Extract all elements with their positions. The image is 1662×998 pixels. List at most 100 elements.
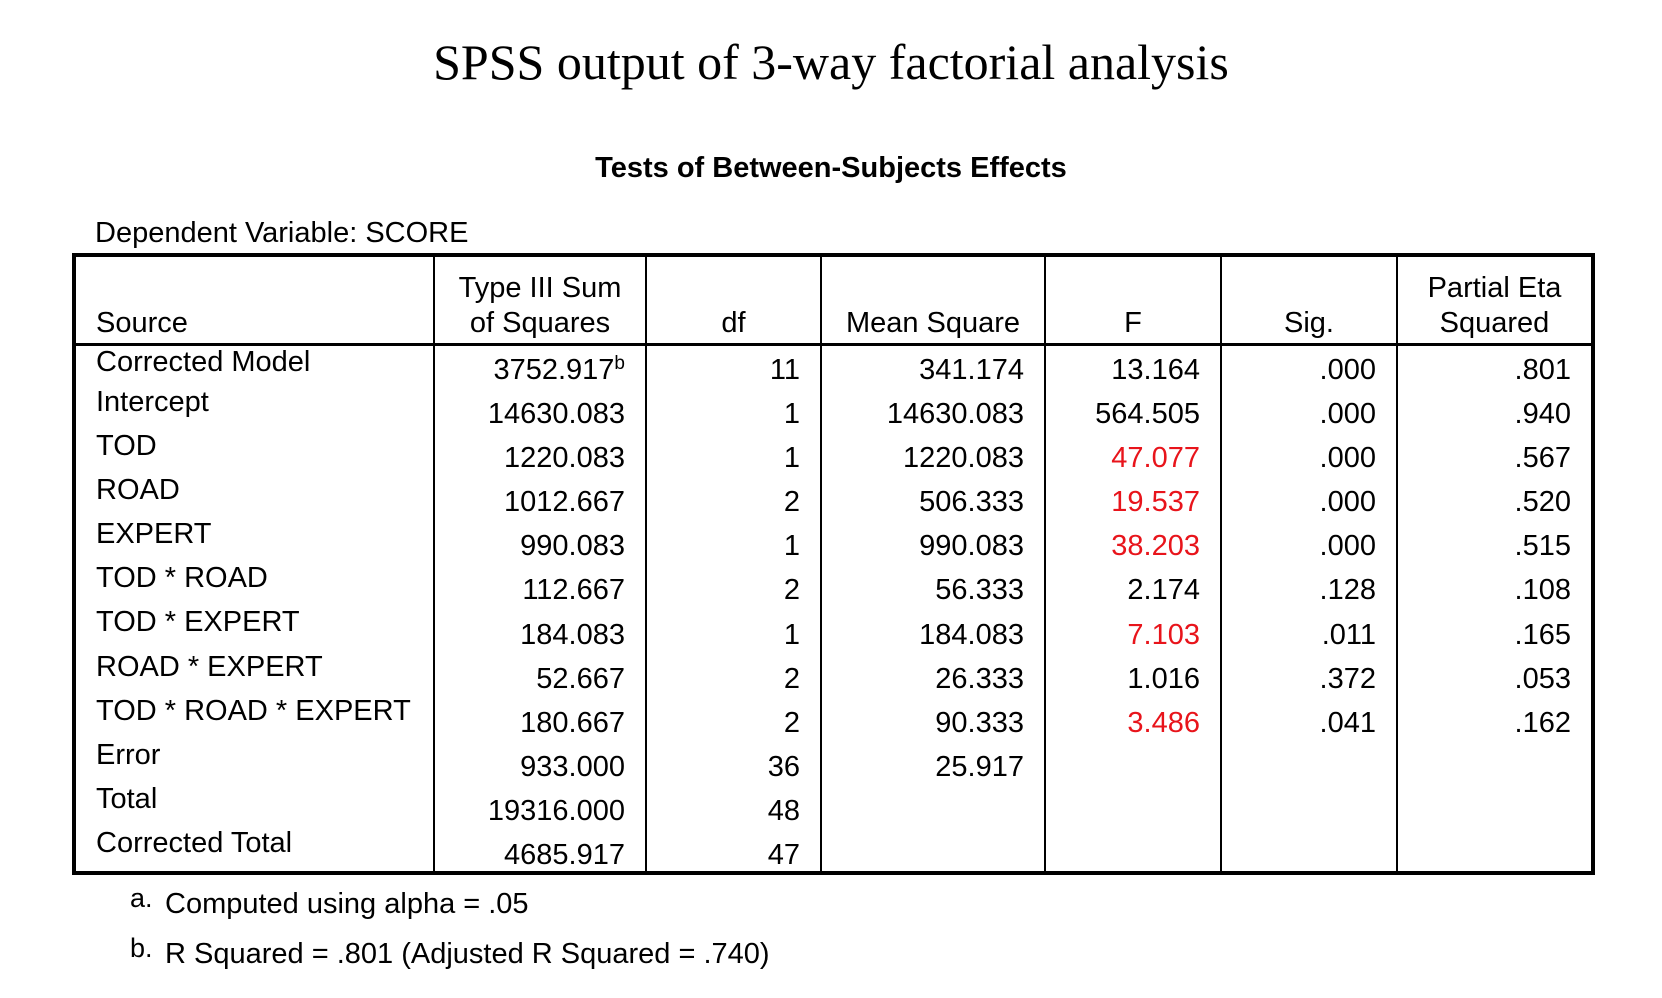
header-source: Source [73,255,434,346]
footnote-marker: b [614,353,625,375]
cell-sig [1220,826,1397,873]
cell-sig [1220,782,1397,827]
table-row: TOD * EXPERT 184.083 1 184.083 7.103.011.165 [73,606,1593,651]
footnote-a: a. Computed using alpha = .05 [130,883,529,920]
cell-eta: .108 [1396,562,1593,607]
between-subjects-effects-table: Source Type III Sum of Squares df Mean Sq… [72,253,1595,875]
cell-f: 13.164 [1044,344,1221,387]
cell-df: 48 [645,782,821,827]
table-row: Error 933.000 36 25.917 [73,738,1593,783]
cell-df: 1 [645,386,821,431]
header-sig: Sig. [1220,255,1397,346]
cell-df: 36 [645,738,821,783]
cell-df: 1 [645,606,821,651]
table-title: Tests of Between-Subjects Effects [595,152,1067,184]
cell-f: 2.174 [1044,562,1221,607]
cell-eta: .567 [1396,430,1593,475]
cell-df: 11 [645,344,821,387]
cell-sig: .000 [1220,386,1397,431]
cell-ms: 26.333 [820,650,1045,695]
header-df: df [645,255,821,346]
table-row: Corrected Model 3752.917b 11 341.174 13.164.… [73,344,1593,387]
table-row: Corrected Total 4685.917 47 [73,826,1593,873]
cell-eta: .053 [1396,650,1593,695]
cell-source: ROAD [73,474,434,519]
cell-sig: .011 [1220,606,1397,651]
cell-source: Corrected Model [73,344,434,387]
table-row: Intercept 14630.083 1 14630.083 564.505.000.… [73,386,1593,431]
cell-source: ROAD * EXPERT [73,650,434,695]
cell-ss: 933.000 [433,738,646,783]
cell-source: TOD * EXPERT [73,606,434,651]
cell-sig [1220,738,1397,783]
cell-sig: .000 [1220,518,1397,563]
cell-df: 2 [645,562,821,607]
cell-df: 1 [645,430,821,475]
cell-eta: .520 [1396,474,1593,519]
dependent-variable-label: Dependent Variable: SCORE [95,217,469,249]
cell-df: 1 [645,518,821,563]
table-row: ROAD * EXPERT 52.667 2 26.333 1.016.372.053 [73,650,1593,695]
header-sum-of-squares: Type III Sum of Squares [433,255,646,346]
cell-ms: 56.333 [820,562,1045,607]
cell-ss: 180.667 [433,694,646,739]
table-row: TOD * ROAD * EXPERT 180.667 2 90.333 3.486.0… [73,694,1593,739]
slide-title: SPSS output of 3-way factorial analysis [433,34,1229,90]
header-f: F [1044,255,1221,346]
cell-f: 38.203 [1044,518,1221,563]
cell-source: EXPERT [73,518,434,563]
cell-f: 7.103 [1044,606,1221,651]
cell-f: 47.077 [1044,430,1221,475]
cell-ss: 3752.917b [433,344,646,387]
cell-f [1044,826,1221,873]
cell-ms: 25.917 [820,738,1045,783]
cell-sig: .000 [1220,430,1397,475]
cell-ms: 990.083 [820,518,1045,563]
cell-ms: 506.333 [820,474,1045,519]
cell-f: 1.016 [1044,650,1221,695]
cell-df: 2 [645,694,821,739]
cell-eta [1396,782,1593,827]
table-row: TOD 1220.083 1 1220.083 47.077.000.567 [73,430,1593,475]
header-mean-square: Mean Square [820,255,1045,346]
cell-sig: .000 [1220,344,1397,387]
header-row: Source Type III Sum of Squares df Mean Sq… [73,255,1593,346]
cell-sig: .128 [1220,562,1397,607]
cell-source: TOD [73,430,434,475]
cell-eta [1396,738,1593,783]
table-row: ROAD 1012.667 2 506.333 19.537.000.520 [73,474,1593,519]
cell-eta [1396,826,1593,873]
cell-ss: 990.083 [433,518,646,563]
cell-ss: 4685.917 [433,826,646,873]
cell-source: Intercept [73,386,434,431]
cell-ss: 14630.083 [433,386,646,431]
cell-df: 47 [645,826,821,873]
cell-ms [820,782,1045,827]
cell-eta: .162 [1396,694,1593,739]
cell-sig: .041 [1220,694,1397,739]
cell-ss: 112.667 [433,562,646,607]
cell-source: Corrected Total [73,826,434,873]
cell-eta: .165 [1396,606,1593,651]
cell-f: 3.486 [1044,694,1221,739]
cell-f: 564.505 [1044,386,1221,431]
footnote-b: b. R Squared = .801 (Adjusted R Squared =… [130,933,770,970]
cell-sig: .372 [1220,650,1397,695]
cell-ss: 52.667 [433,650,646,695]
cell-eta: .801 [1396,344,1593,387]
cell-ss: 19316.000 [433,782,646,827]
cell-source: Total [73,782,434,827]
cell-ms: 14630.083 [820,386,1045,431]
cell-ss: 1220.083 [433,430,646,475]
cell-f: 19.537 [1044,474,1221,519]
cell-ss: 184.083 [433,606,646,651]
cell-ms: 341.174 [820,344,1045,387]
cell-eta: .940 [1396,386,1593,431]
cell-ms: 90.333 [820,694,1045,739]
cell-eta: .515 [1396,518,1593,563]
header-partial-eta: Partial Eta Squared [1396,255,1593,346]
cell-ms: 1220.083 [820,430,1045,475]
cell-source: TOD * ROAD [73,562,434,607]
cell-df: 2 [645,650,821,695]
table-row: Total 19316.000 48 [73,782,1593,827]
